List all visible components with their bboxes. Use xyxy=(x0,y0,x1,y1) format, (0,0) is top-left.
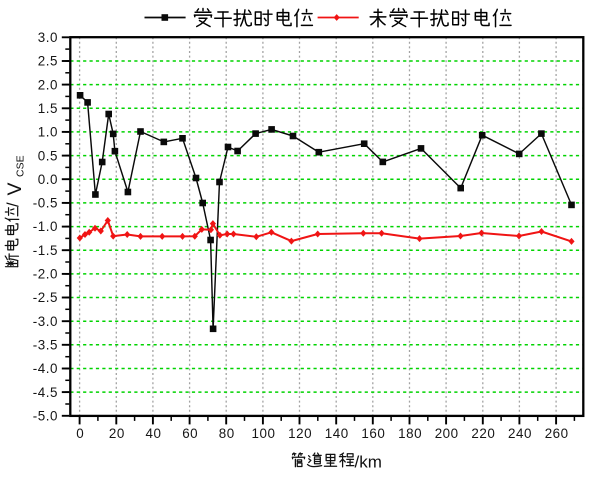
svg-text:2.0: 2.0 xyxy=(38,77,58,92)
svg-text:180: 180 xyxy=(398,426,422,441)
svg-text:220: 220 xyxy=(471,426,495,441)
svg-text:-1.5: -1.5 xyxy=(33,243,58,258)
svg-text:1.5: 1.5 xyxy=(38,101,58,116)
svg-text:160: 160 xyxy=(361,426,385,441)
svg-text:-1.0: -1.0 xyxy=(33,219,58,234)
svg-text:140: 140 xyxy=(325,426,349,441)
svg-text:260: 260 xyxy=(545,426,569,441)
svg-text:-4.0: -4.0 xyxy=(33,361,58,376)
svg-text:CSE: CSE xyxy=(15,155,27,177)
svg-text:/km: /km xyxy=(355,453,382,472)
svg-text:-4.5: -4.5 xyxy=(33,385,58,400)
svg-text:-5.0: -5.0 xyxy=(33,409,58,424)
svg-text:20: 20 xyxy=(109,426,125,441)
svg-text:-0.5: -0.5 xyxy=(33,196,58,211)
svg-text:-2.0: -2.0 xyxy=(33,267,58,282)
svg-text:-2.5: -2.5 xyxy=(33,290,58,305)
svg-text:1.0: 1.0 xyxy=(38,125,58,140)
svg-text:-3.5: -3.5 xyxy=(33,338,58,353)
svg-text:V: V xyxy=(4,182,26,195)
svg-text:40: 40 xyxy=(146,426,162,441)
svg-text:3.0: 3.0 xyxy=(38,30,58,45)
svg-text:0.0: 0.0 xyxy=(38,172,58,187)
svg-text:120: 120 xyxy=(288,426,312,441)
svg-text:-3.0: -3.0 xyxy=(33,314,58,329)
svg-text:0.5: 0.5 xyxy=(38,148,58,163)
svg-text:0: 0 xyxy=(76,426,84,441)
svg-text:80: 80 xyxy=(219,426,235,441)
svg-text:200: 200 xyxy=(435,426,459,441)
svg-text:60: 60 xyxy=(182,426,198,441)
svg-text:/: / xyxy=(5,202,23,207)
svg-text:240: 240 xyxy=(508,426,532,441)
svg-text:2.5: 2.5 xyxy=(38,54,58,69)
svg-text:100: 100 xyxy=(252,426,276,441)
